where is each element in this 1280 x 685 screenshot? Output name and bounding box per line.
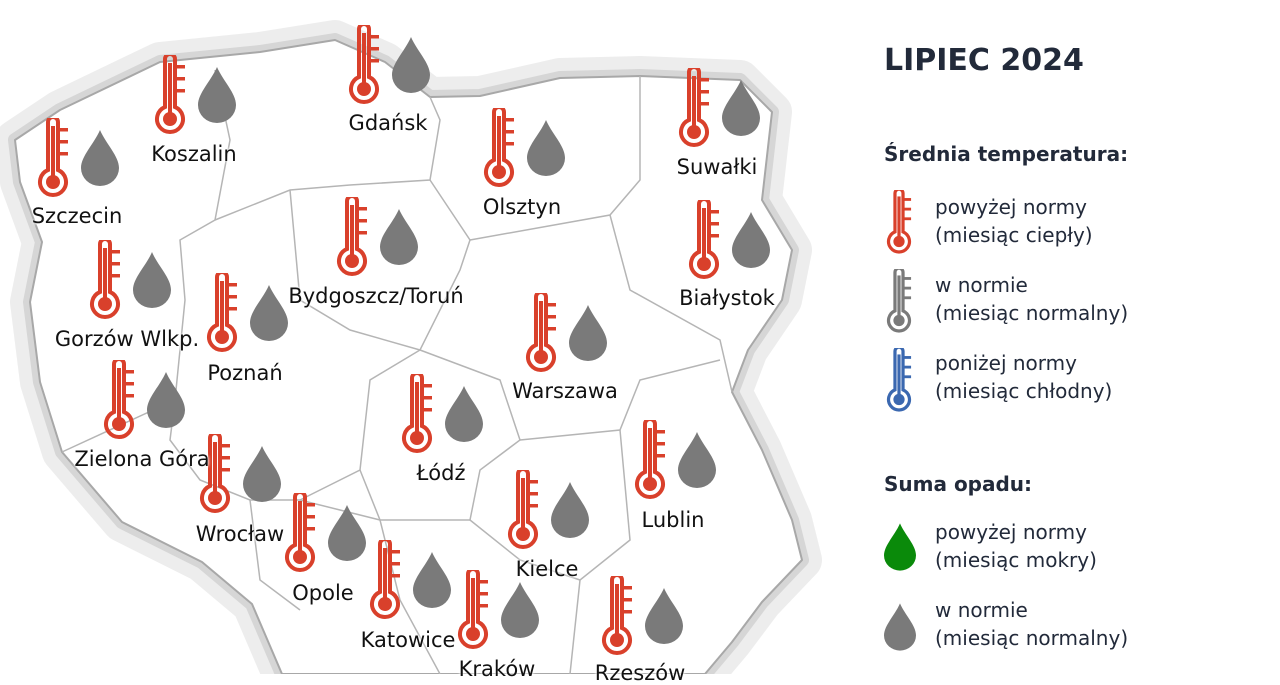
city-label: Olsztyn (482, 195, 562, 219)
city-label: Łódź (416, 461, 466, 485)
city-label: Katowice (360, 628, 456, 652)
thermometer-icon (884, 269, 914, 335)
city-label: Poznań (207, 361, 283, 385)
city-label: Opole (292, 581, 354, 605)
legend-label: w normie (935, 273, 1028, 297)
city-label: Kielce (515, 557, 579, 581)
legend-sublabel: (miesiąc chłodny) (935, 379, 1113, 403)
legend-sublabel: (miesiąc ciepły) (935, 223, 1093, 247)
city-label: Lublin (641, 508, 705, 532)
city-label: Warszawa (512, 379, 618, 403)
city-label: Szczecin (31, 204, 123, 228)
thermometer-icon (884, 190, 914, 256)
legend-label: powyżej normy (935, 195, 1087, 219)
thermometer-icon (884, 348, 914, 414)
legend-title: LIPIEC 2024 (884, 43, 1084, 78)
poland-map (0, 20, 822, 674)
temperature-heading: Średnia temperatura: (884, 142, 1129, 166)
legend-label: poniżej normy (935, 351, 1077, 375)
city-label: Kraków (458, 657, 536, 681)
city-label: Gdańsk (348, 111, 428, 135)
city-label: Koszalin (151, 142, 237, 166)
legend-sublabel: (miesiąc mokry) (935, 548, 1097, 572)
city-label: Białystok (679, 286, 775, 310)
city-label: Rzeszów (594, 661, 686, 685)
city-label: Wrocław (195, 522, 285, 546)
region-borders (61, 69, 733, 674)
legend-label: powyżej normy (935, 520, 1087, 544)
drop-icon (884, 522, 916, 572)
precip-heading: Suma opadu: (884, 472, 1033, 496)
city-label: Gorzów Wlkp. (54, 327, 200, 351)
legend-sublabel: (miesiąc normalny) (935, 626, 1129, 650)
city-label: Bydgoszcz/Toruń (288, 284, 464, 308)
city-label: Zielona Góra (74, 447, 210, 471)
drop-icon (884, 602, 916, 652)
city-label: Suwałki (676, 155, 758, 179)
legend-sublabel: (miesiąc normalny) (935, 301, 1129, 325)
legend-label: w normie (935, 598, 1028, 622)
drop-icon (392, 37, 430, 93)
